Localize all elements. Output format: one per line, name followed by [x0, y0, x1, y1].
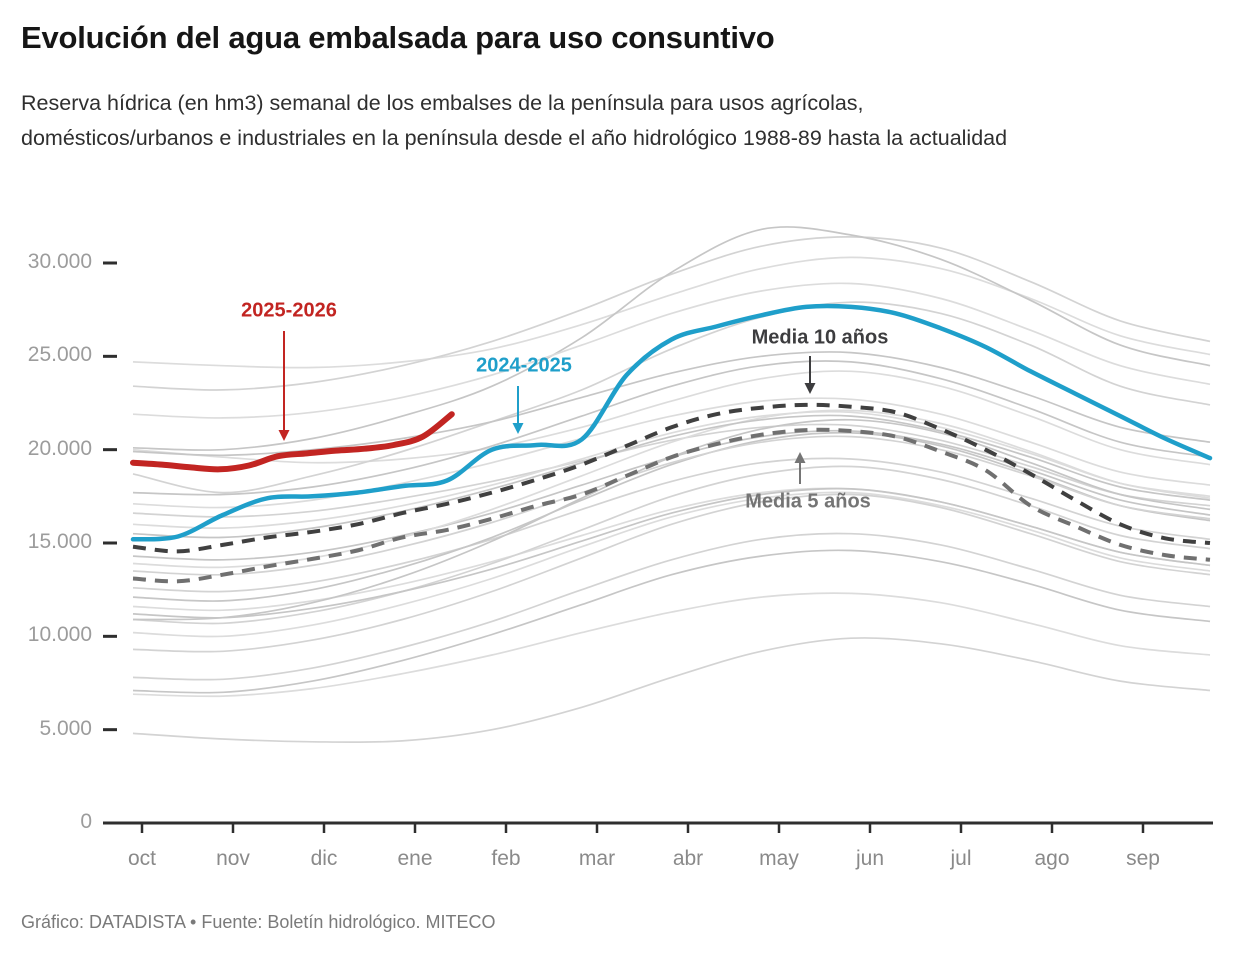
- annotation-media-10-label: Media 10 años: [751, 326, 889, 349]
- background-year-line: [132, 256, 1211, 369]
- background-year-line: [132, 637, 1211, 744]
- y-axis-tick-label: 30.000: [27, 250, 92, 273]
- background-year-line: [132, 351, 1211, 457]
- series-line-2024-2025: [130, 303, 1213, 542]
- annotation-arrow-head: [794, 452, 806, 463]
- series-line-media-10-años: [132, 402, 1211, 554]
- background-year-line: [132, 301, 1211, 494]
- background-year-line: [132, 282, 1211, 419]
- source-credit: Gráfico: DATADISTA • Fuente: Boletín hid…: [21, 912, 496, 932]
- annotation-2025-2026-label: 2025-2026: [241, 299, 337, 322]
- x-axis-tick-label: jul: [950, 847, 972, 870]
- x-axis-tick-label: nov: [216, 847, 250, 870]
- background-year-line: [132, 423, 1211, 518]
- background-year-line: [132, 226, 1211, 451]
- x-axis-tick-label: ene: [397, 847, 433, 870]
- page-title: Evolución del agua embalsada para uso co…: [21, 20, 775, 55]
- background-year-line: [132, 549, 1211, 694]
- x-axis-tick-label: may: [759, 847, 799, 870]
- y-axis-tick-label: 5.000: [39, 716, 92, 740]
- x-axis-tick-label: sep: [1126, 847, 1160, 870]
- background-year-line: [132, 493, 1211, 653]
- background-year-line: [132, 592, 1211, 698]
- background-year-line: [132, 410, 1211, 530]
- y-axis-tick-label: 10.000: [27, 623, 92, 647]
- background-year-line: [132, 414, 1211, 539]
- background-year-line: [132, 360, 1211, 496]
- y-axis-tick-label: 25.000: [27, 343, 92, 367]
- x-axis-tick-label: oct: [127, 847, 156, 870]
- y-axis-tick-label: 0: [80, 810, 92, 833]
- annotation-arrow-head: [512, 423, 524, 434]
- series-line-2025-2026: [130, 411, 455, 473]
- background-year-line: [132, 491, 1211, 638]
- annotation-2024-2025-label: 2024-2025: [476, 354, 572, 377]
- background-year-line: [132, 532, 1211, 681]
- background-year-line: [132, 236, 1211, 391]
- x-axis-tick-label: jun: [855, 847, 885, 870]
- background-year-line: [132, 487, 1211, 619]
- background-year-line: [132, 370, 1211, 466]
- series-line-media-5-años: [132, 427, 1211, 584]
- x-axis-tick-label: abr: [672, 847, 704, 870]
- x-axis-tick-label: ago: [1034, 847, 1070, 870]
- chart-subtitle: Reserva hídrica (en hm3) semanal de los …: [21, 91, 1008, 150]
- x-axis-tick-label: mar: [578, 847, 616, 870]
- x-axis-tick-label: dic: [310, 847, 338, 870]
- annotation-arrow-head: [804, 383, 816, 394]
- background-year-line: [132, 457, 1211, 593]
- y-axis-tick-label: 15.000: [27, 530, 92, 553]
- annotation-media-5-label: Media 5 años: [745, 490, 871, 513]
- x-axis-tick-label: feb: [491, 847, 521, 870]
- annotation-arrow-head: [278, 430, 290, 441]
- background-year-line: [132, 465, 1211, 625]
- y-axis-tick-label: 20.000: [27, 436, 92, 460]
- background-year-line: [132, 397, 1211, 509]
